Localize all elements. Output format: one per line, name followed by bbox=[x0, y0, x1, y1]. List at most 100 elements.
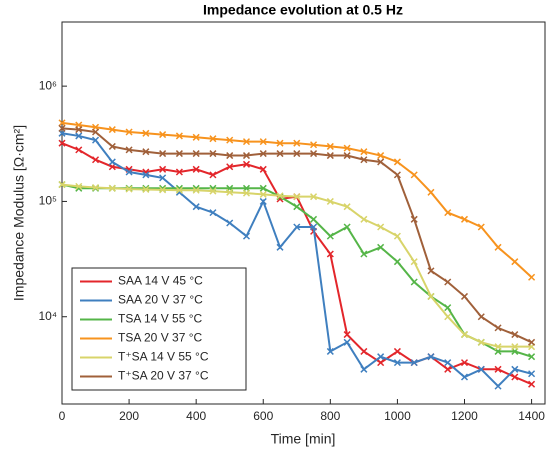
marker bbox=[259, 190, 267, 198]
marker bbox=[58, 124, 66, 132]
marker bbox=[477, 338, 485, 346]
marker bbox=[477, 365, 485, 373]
marker bbox=[175, 186, 183, 194]
legend-box bbox=[71, 267, 247, 391]
marker bbox=[360, 347, 368, 355]
marker bbox=[377, 152, 385, 160]
marker bbox=[310, 150, 318, 158]
marker bbox=[226, 136, 234, 144]
marker bbox=[494, 324, 502, 332]
marker bbox=[377, 223, 385, 231]
marker bbox=[259, 165, 267, 173]
marker bbox=[209, 187, 217, 195]
marker bbox=[142, 148, 150, 156]
x-tick-label: 800 bbox=[320, 409, 340, 423]
marker bbox=[343, 144, 351, 152]
marker bbox=[175, 150, 183, 158]
marker bbox=[242, 189, 251, 197]
marker bbox=[326, 250, 334, 258]
marker bbox=[276, 243, 284, 251]
marker bbox=[75, 146, 83, 154]
marker bbox=[75, 182, 83, 190]
marker bbox=[494, 343, 502, 351]
marker bbox=[511, 343, 519, 351]
x-tick-label: 1200 bbox=[451, 409, 478, 423]
marker bbox=[310, 223, 318, 231]
x-axis-label: Time [min] bbox=[271, 431, 336, 447]
marker bbox=[108, 158, 116, 166]
marker bbox=[58, 181, 66, 189]
marker bbox=[310, 141, 318, 149]
marker bbox=[511, 258, 519, 266]
marker bbox=[242, 160, 251, 168]
marker bbox=[343, 203, 351, 211]
marker bbox=[427, 188, 435, 196]
marker bbox=[108, 184, 116, 192]
marker bbox=[226, 163, 234, 171]
marker bbox=[293, 139, 301, 147]
marker bbox=[75, 126, 83, 134]
marker bbox=[293, 203, 301, 211]
marker bbox=[125, 128, 133, 136]
y-axis-label: Impedance Modulus [Ω·cm²] bbox=[11, 125, 27, 301]
marker bbox=[276, 139, 284, 147]
marker bbox=[410, 278, 418, 286]
marker bbox=[192, 165, 200, 173]
plot-area bbox=[61, 21, 546, 405]
marker bbox=[528, 273, 536, 281]
marker bbox=[326, 347, 334, 355]
marker bbox=[494, 243, 502, 251]
series-line bbox=[61, 121, 533, 278]
marker bbox=[343, 152, 351, 160]
marker bbox=[209, 150, 217, 158]
marker bbox=[242, 232, 251, 240]
marker bbox=[427, 353, 435, 361]
legend-label: T⁺SA 20 V 37 °C bbox=[118, 369, 209, 383]
marker bbox=[410, 258, 418, 266]
marker bbox=[175, 168, 183, 176]
marker bbox=[410, 215, 418, 223]
marker bbox=[108, 126, 116, 134]
marker bbox=[393, 232, 401, 240]
marker bbox=[360, 215, 368, 223]
marker bbox=[326, 142, 334, 150]
marker bbox=[276, 192, 284, 200]
x-tick-label: 1000 bbox=[384, 409, 411, 423]
marker bbox=[242, 152, 251, 160]
marker bbox=[142, 185, 150, 193]
marker bbox=[511, 331, 519, 339]
marker bbox=[209, 209, 217, 217]
legend-label: T⁺SA 14 V 55 °C bbox=[118, 350, 209, 364]
marker bbox=[528, 353, 536, 361]
marker bbox=[393, 347, 401, 355]
x-tick-label: 400 bbox=[186, 409, 206, 423]
marker bbox=[326, 232, 334, 240]
marker bbox=[192, 186, 200, 194]
marker bbox=[360, 365, 368, 373]
marker bbox=[92, 128, 100, 136]
marker bbox=[511, 365, 519, 373]
marker bbox=[58, 139, 66, 147]
marker bbox=[528, 380, 536, 388]
marker bbox=[393, 158, 401, 166]
marker bbox=[226, 219, 234, 227]
marker bbox=[377, 158, 385, 166]
marker bbox=[360, 148, 368, 156]
marker bbox=[343, 338, 351, 346]
marker bbox=[159, 186, 167, 194]
chart-title: Impedance evolution at 0.5 Hz bbox=[203, 2, 403, 18]
marker bbox=[444, 278, 452, 286]
marker bbox=[326, 197, 334, 205]
marker bbox=[242, 138, 251, 146]
marker bbox=[192, 133, 200, 141]
marker bbox=[92, 136, 100, 144]
marker bbox=[125, 168, 133, 176]
marker bbox=[393, 171, 401, 179]
marker bbox=[226, 188, 234, 196]
marker bbox=[259, 138, 267, 146]
marker bbox=[92, 184, 100, 192]
legend-label: TSA 14 V 55 °C bbox=[118, 312, 203, 326]
marker bbox=[477, 313, 485, 321]
marker bbox=[444, 313, 452, 321]
